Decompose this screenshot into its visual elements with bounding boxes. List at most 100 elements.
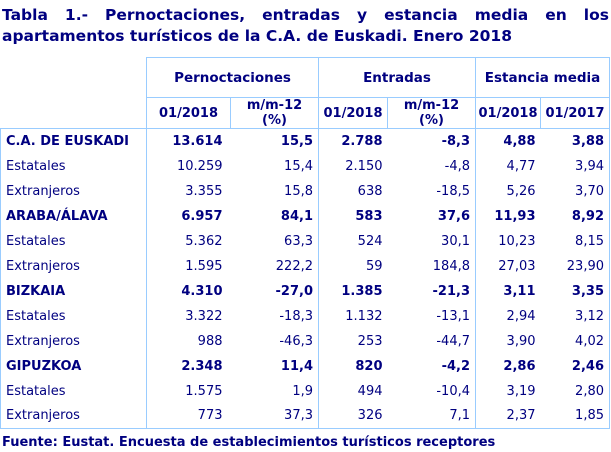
cell-value: 1,85	[540, 403, 610, 429]
cell-value: 988	[197, 333, 223, 349]
cell-value: 37,3	[230, 403, 319, 429]
cell-value: 37,6	[387, 203, 476, 229]
header-group-row: Pernoctaciones Entradas Estancia media	[0, 57, 610, 98]
header-subcolumn-row: 01/2018 m/m-12 (%) 01/2018 m/m-12 (%) 01…	[0, 97, 610, 129]
cell-value: 3,70	[540, 178, 610, 204]
cell-value: -18,3	[230, 303, 319, 329]
cell-value: 494	[357, 383, 383, 399]
cell-value: 5,26	[506, 183, 536, 199]
row-label: C.A. DE EUSKADI	[0, 128, 147, 154]
header-estancia-012018: 01/2018	[475, 97, 541, 129]
cell-value: 1.132	[345, 308, 383, 324]
cell-value: 2,80	[540, 378, 610, 404]
cell-value: 2,37	[475, 403, 541, 429]
cell-value: 4.310	[181, 283, 223, 299]
row-label: Extranjeros	[0, 403, 147, 429]
cell-value: 2.788	[341, 133, 383, 149]
row-label: Extranjeros	[0, 328, 147, 354]
cell-value: 10.259	[177, 158, 223, 174]
row-label: Estatales	[0, 303, 147, 329]
header-group-estancia-media: Estancia media	[475, 57, 610, 98]
title-line-1: Tabla 1.- Pernoctaciones, entradas y est…	[2, 6, 609, 24]
cell-value: 2,86	[503, 358, 536, 374]
cell-value: -21,3	[387, 278, 476, 304]
cell-value: 253	[357, 333, 383, 349]
cell-value: 84,1	[230, 203, 319, 229]
header-estancia-012017: 01/2017	[540, 97, 610, 129]
cell-value: 7,1	[387, 403, 476, 429]
cell-value: -13,1	[387, 303, 476, 329]
table-row-gipuzkoa: GIPUZKOA 2.348 11,4 820 -4,2 2,86 2,46	[0, 353, 610, 379]
cell-value: 6.957	[181, 208, 223, 224]
cell-value: 3,90	[506, 333, 536, 349]
cell-value: 4,77	[506, 158, 536, 174]
header-blank-cell	[0, 57, 147, 98]
table-row-bizkaia: BIZKAIA 4.310 -27,0 1.385 -21,3 3,11 3,3…	[0, 278, 610, 304]
cell-value: 3,35	[540, 278, 610, 304]
cell-value: 10,23	[498, 233, 536, 249]
row-label: Estatales	[0, 153, 147, 179]
table-row-extranjeros: Extranjeros 773 37,3 326 7,1 2,37 1,85	[0, 403, 610, 429]
row-label: BIZKAIA	[0, 278, 147, 304]
cell-value: 3,11	[503, 283, 536, 299]
table-row-estatales: Estatales 3.322 -18,3 1.132 -13,1 2,94 3…	[0, 303, 610, 329]
cell-value: -27,0	[230, 278, 319, 304]
cell-value: 326	[318, 403, 388, 429]
cell-value: 2.348	[181, 358, 223, 374]
header-entradas-012018: 01/2018	[318, 97, 388, 129]
table-row-estatales: Estatales 1.575 1,9 494 -10,4 3,19 2,80	[0, 378, 610, 404]
cell-value: 30,1	[387, 228, 476, 254]
cell-value: 2,46	[540, 353, 610, 379]
cell-value: 11,93	[494, 208, 536, 224]
header-pernoctaciones-variation: m/m-12 (%)	[230, 97, 319, 129]
table-row-extranjeros: Extranjeros 1.595 222,2 59 184,8 27,03 2…	[0, 253, 610, 279]
title-line-2: apartamentos turísticos de la C.A. de Eu…	[2, 27, 512, 45]
cell-value: 773	[146, 403, 231, 429]
cell-value: 3,94	[540, 153, 610, 179]
cell-value: 3,19	[506, 383, 536, 399]
cell-value: 820	[355, 358, 383, 374]
data-table: Pernoctaciones Entradas Estancia media 0…	[0, 57, 610, 429]
cell-value: 63,3	[230, 228, 319, 254]
cell-value: 8,15	[540, 228, 610, 254]
cell-value: -4,8	[387, 153, 476, 179]
cell-value: 1,9	[230, 378, 319, 404]
row-label: Estatales	[0, 378, 147, 404]
cell-value: 27,03	[498, 258, 536, 274]
cell-value: 3,88	[540, 128, 610, 154]
cell-value: -4,2	[387, 353, 476, 379]
header-entradas-variation: m/m-12 (%)	[387, 97, 476, 129]
cell-value: 23,90	[540, 253, 610, 279]
cell-value: 3,12	[540, 303, 610, 329]
cell-value: 1.385	[341, 283, 383, 299]
row-label: ARABA/ÁLAVA	[0, 203, 147, 229]
table-row-araba: ARABA/ÁLAVA 6.957 84,1 583 37,6 11,93 8,…	[0, 203, 610, 229]
cell-value: 2,94	[506, 308, 536, 324]
row-label: GIPUZKOA	[0, 353, 147, 379]
header-group-pernoctaciones: Pernoctaciones	[146, 57, 319, 98]
header-group-entradas: Entradas	[318, 57, 476, 98]
cell-value: 524	[357, 233, 383, 249]
table-row-extranjeros: Extranjeros 3.355 15,8 638 -18,5 5,26 3,…	[0, 178, 610, 204]
cell-value: 13.614	[172, 133, 223, 149]
cell-value: 222,2	[230, 253, 319, 279]
table-row-extranjeros: Extranjeros 988 -46,3 253 -44,7 3,90 4,0…	[0, 328, 610, 354]
table-row-estatales: Estatales 5.362 63,3 524 30,1 10,23 8,15	[0, 228, 610, 254]
page-title: Tabla 1.- Pernoctaciones, entradas y est…	[0, 0, 611, 47]
table-row-euskadi: C.A. DE EUSKADI 13.614 15,5 2.788 -8,3 4…	[0, 128, 610, 154]
cell-value: -10,4	[387, 378, 476, 404]
table-row-estatales: Estatales 10.259 15,4 2.150 -4,8 4,77 3,…	[0, 153, 610, 179]
row-label: Extranjeros	[0, 253, 147, 279]
header-pernoctaciones-012018: 01/2018	[146, 97, 231, 129]
cell-value: 5.362	[185, 233, 223, 249]
cell-value: 583	[355, 208, 383, 224]
cell-value: 59	[365, 258, 383, 274]
cell-value: 8,92	[540, 203, 610, 229]
cell-value: 4,02	[540, 328, 610, 354]
cell-value: 15,8	[230, 178, 319, 204]
cell-value: 1.575	[185, 383, 223, 399]
cell-value: 2.150	[345, 158, 383, 174]
cell-value: -46,3	[230, 328, 319, 354]
source-note: Fuente: Eustat. Encuesta de establecimie…	[2, 435, 496, 450]
row-label: Estatales	[0, 228, 147, 254]
